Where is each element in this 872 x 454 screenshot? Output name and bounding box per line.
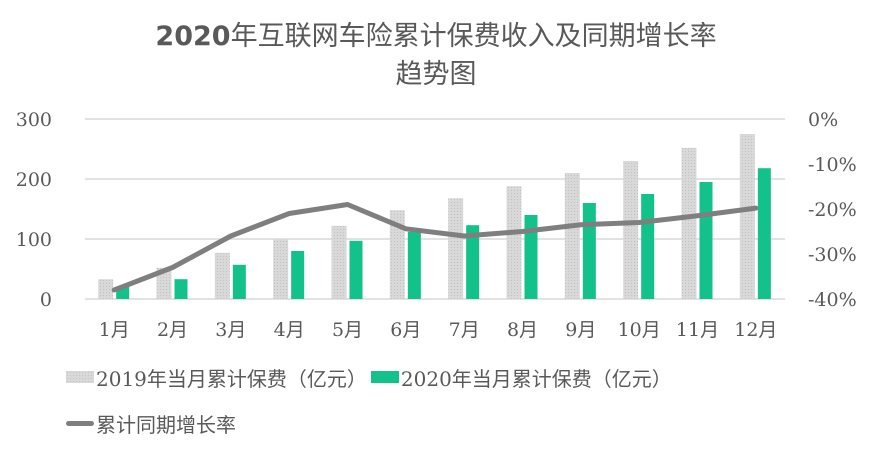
left-axis-tick-label: 300 <box>16 109 52 131</box>
legend-swatch-2020-icon <box>370 371 399 383</box>
right-axis-tick-label: -10% <box>808 154 857 176</box>
bar-2019 <box>156 267 172 299</box>
right-axis-tick-label: -20% <box>808 199 857 221</box>
x-axis-tick-label: 5月 <box>332 319 363 341</box>
legend-row-1: 2019年当月累计保费（亿元） 2020年当月累计保费（亿元） <box>66 362 866 392</box>
x-axis-tick-label: 10月 <box>618 319 661 341</box>
bar-2020 <box>291 251 305 299</box>
legend-item-2019: 2019年当月累计保费（亿元） <box>66 363 367 392</box>
x-axis-tick-label: 8月 <box>507 319 538 341</box>
right-axis-tick-label: -40% <box>808 289 857 311</box>
bar-2020 <box>641 194 655 299</box>
right-axis-tick-label: -30% <box>808 244 857 266</box>
bar-2020 <box>232 264 246 299</box>
bar-2020 <box>757 168 771 299</box>
growth-rate-line <box>111 202 759 293</box>
title-line-2: 趋势图 <box>395 59 477 90</box>
title-text: 年互联网车险累计保费收入及同期增长率 <box>230 21 717 52</box>
legend-swatch-2019-icon <box>66 371 94 383</box>
title-line-1: 2020年互联网车险累计保费收入及同期增长率 <box>0 18 872 56</box>
left-y-axis: 0 100 200 300 <box>16 109 52 311</box>
legend: 2019年当月累计保费（亿元） 2020年当月累计保费（亿元） 累计同期增长率 <box>66 362 866 454</box>
bar-2019 <box>506 186 522 299</box>
x-axis-tick-label: 1月 <box>99 319 130 341</box>
x-axis-tick-label: 12月 <box>734 319 777 341</box>
x-axis-tick-label: 4月 <box>274 319 305 341</box>
legend-label-2020: 2020年当月累计保费（亿元） <box>400 366 672 391</box>
bar-2019 <box>623 161 639 299</box>
bar-2019 <box>681 147 697 299</box>
legend-label-growth: 累计同期增长率 <box>96 412 236 437</box>
legend-row-2: 累计同期增长率 <box>66 408 866 438</box>
x-axis-tick-label: 11月 <box>676 319 719 341</box>
x-axis-tick-label: 9月 <box>565 319 596 341</box>
bar-2020 <box>349 240 363 299</box>
bar-2019 <box>98 279 114 299</box>
left-axis-tick-label: 200 <box>16 169 52 191</box>
right-y-axis: -40% -30% -20% -10% 0% <box>808 109 857 311</box>
x-axis-tick-label: 7月 <box>449 319 480 341</box>
right-axis-tick-label: 0% <box>808 109 838 131</box>
legend-item-growth: 累计同期增长率 <box>66 409 236 438</box>
bar-2019 <box>214 252 230 299</box>
bar-2019 <box>448 198 464 299</box>
bar-2020 <box>466 225 480 299</box>
title-year: 2020 <box>155 21 231 52</box>
chart-title: 2020年互联网车险累计保费收入及同期增长率 趋势图 <box>0 18 872 94</box>
x-axis-tick-label: 3月 <box>215 319 246 341</box>
legend-swatch-line-icon <box>66 420 94 426</box>
gridlines <box>85 118 785 300</box>
x-axis-tick-label: 6月 <box>390 319 421 341</box>
bar-2020 <box>174 279 188 299</box>
legend-label-2019: 2019年当月累计保费（亿元） <box>96 366 367 391</box>
legend-item-2020: 2020年当月累计保费（亿元） <box>370 363 672 392</box>
bar-2019 <box>564 173 580 299</box>
bar-2020 <box>582 203 596 299</box>
bar-2019 <box>389 210 405 299</box>
bar-2019 <box>331 225 347 299</box>
bar-2020 <box>699 182 713 299</box>
growth-line-series <box>111 202 759 293</box>
left-axis-tick-label: 0 <box>40 289 52 311</box>
bar-2020 <box>407 231 421 299</box>
left-axis-tick-label: 100 <box>16 229 52 251</box>
x-axis: 1月 2月 3月 4月 5月 6月 7月 8月 9月 10月 11月 12月 <box>99 319 778 341</box>
bar-2019 <box>273 239 289 299</box>
bar-2019 <box>739 134 755 299</box>
bar-2020 <box>524 215 538 299</box>
x-axis-tick-label: 2月 <box>157 319 188 341</box>
